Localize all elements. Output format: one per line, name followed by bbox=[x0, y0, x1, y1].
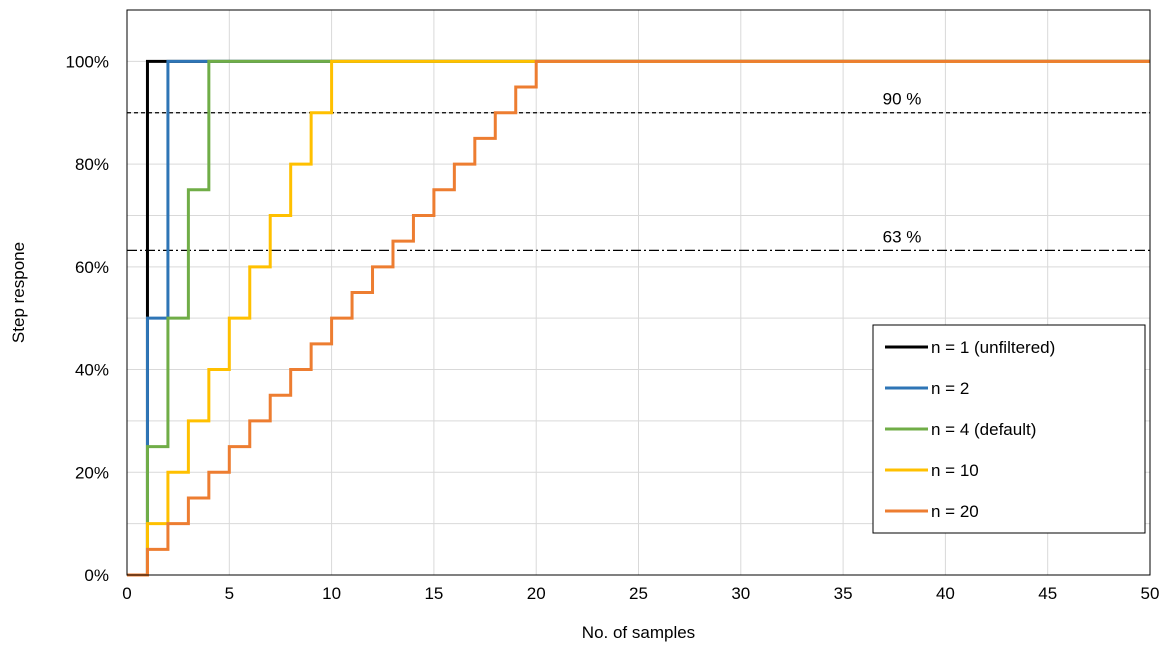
legend-label: n = 1 (unfiltered) bbox=[931, 338, 1055, 357]
y-tick-label: 100% bbox=[66, 52, 109, 71]
y-tick-label: 20% bbox=[75, 463, 109, 482]
x-tick-label: 0 bbox=[122, 584, 131, 603]
reference-line-label: 90 % bbox=[883, 90, 922, 109]
x-tick-label: 15 bbox=[424, 584, 443, 603]
reference-line-label: 63 % bbox=[883, 227, 922, 246]
reference-lines: 90 % 63 % bbox=[127, 90, 1150, 251]
y-tick-label: 0% bbox=[84, 566, 109, 585]
legend-label: n = 4 (default) bbox=[931, 420, 1036, 439]
x-tick-label: 30 bbox=[731, 584, 750, 603]
y-tick-label: 40% bbox=[75, 361, 109, 380]
x-tick-label: 10 bbox=[322, 584, 341, 603]
x-tick-label: 25 bbox=[629, 584, 648, 603]
x-tick-label: 50 bbox=[1141, 584, 1160, 603]
x-tick-label: 35 bbox=[834, 584, 853, 603]
legend-label: n = 2 bbox=[931, 379, 969, 398]
x-tick-label: 40 bbox=[936, 584, 955, 603]
x-tick-label: 20 bbox=[527, 584, 546, 603]
legend-label: n = 10 bbox=[931, 461, 979, 480]
x-axis-title: No. of samples bbox=[582, 623, 695, 642]
y-tick-label: 60% bbox=[75, 258, 109, 277]
plot-frame bbox=[126, 9, 1151, 576]
series bbox=[127, 59, 1150, 577]
x-tick-label: 45 bbox=[1038, 584, 1057, 603]
series-line bbox=[127, 59, 1150, 577]
y-axis-title: Step respone bbox=[9, 242, 28, 343]
legend: n = 1 (unfiltered) n = 2 n = 4 (default) n … bbox=[872, 324, 1146, 534]
tick-labels: 0 5 10 15 20 25 30 35 40 45 50 0% 20% 40% 60% 80% 100% bbox=[66, 52, 1160, 603]
y-tick-label: 80% bbox=[75, 155, 109, 174]
legend-label: n = 20 bbox=[931, 502, 979, 521]
x-tick-label: 5 bbox=[225, 584, 234, 603]
